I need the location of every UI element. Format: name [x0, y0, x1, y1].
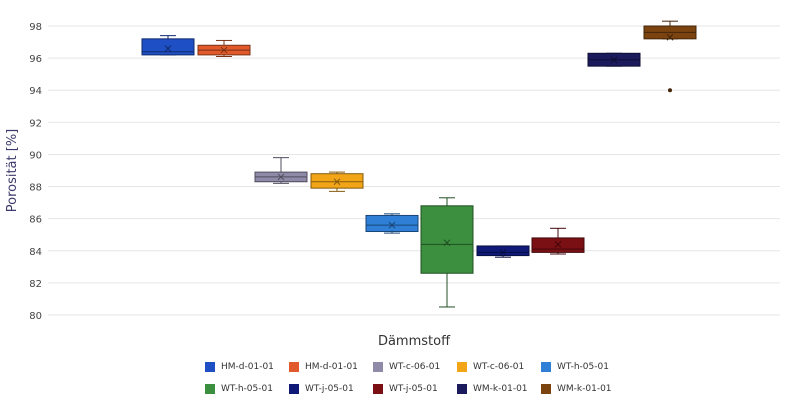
- legend-label: WT-c-06-01: [389, 362, 441, 372]
- box-hm-d-01-01: [197, 39, 251, 58]
- legend-swatch: [457, 384, 467, 394]
- legend-item: HM-d-01-01: [289, 362, 373, 372]
- legend-swatch: [289, 362, 299, 372]
- legend-label: WT-j-05-01: [389, 384, 438, 394]
- outlier-point: [668, 88, 672, 93]
- legend-item: WT-j-05-01: [373, 384, 457, 394]
- legend-swatch: [373, 384, 383, 394]
- legend-label: WT-h-05-01: [221, 384, 273, 394]
- y-tick-label: 82: [29, 279, 42, 290]
- mean-marker: [610, 56, 618, 64]
- mean-marker: [220, 46, 228, 54]
- mean-marker: [443, 239, 451, 247]
- legend-label: WT-h-05-01: [557, 362, 609, 372]
- legend-item: WT-h-05-01: [541, 362, 625, 372]
- legend-item: WT-c-06-01: [373, 362, 457, 372]
- legend-label: WM-k-01-01: [557, 384, 612, 394]
- legend-item: WM-k-01-01: [457, 384, 541, 394]
- mean-marker: [388, 221, 396, 229]
- y-tick-label: 84: [29, 247, 42, 258]
- box-wt-c-06-01: [310, 171, 364, 192]
- box-wt-c-06-01: [254, 157, 308, 184]
- mean-marker: [333, 178, 341, 186]
- box-wm-k-01-01: [643, 20, 697, 93]
- legend-swatch: [457, 362, 467, 372]
- box-wt-h-05-01: [365, 213, 419, 234]
- mean-marker: [277, 173, 285, 181]
- legend-label: WT-j-05-01: [305, 384, 354, 394]
- box-wt-j-05-01: [476, 245, 530, 258]
- box-wt-h-05-01: [420, 197, 474, 308]
- box-iqr: [141, 38, 195, 56]
- mean-marker: [499, 249, 507, 256]
- y-tick-label: 94: [29, 86, 42, 97]
- mean-marker: [666, 33, 674, 41]
- legend-item: HM-d-01-01: [205, 362, 289, 372]
- legend-label: WM-k-01-01: [473, 384, 528, 394]
- box-iqr: [310, 173, 364, 189]
- legend-swatch: [541, 384, 551, 394]
- legend-label: WT-c-06-01: [473, 362, 525, 372]
- y-tick-label: 80: [29, 311, 42, 322]
- box-iqr: [420, 205, 474, 274]
- box-iqr: [476, 245, 530, 257]
- mean-marker: [554, 241, 562, 248]
- y-tick-label: 88: [29, 183, 42, 194]
- x-axis-title: Dämmstoff: [378, 334, 451, 349]
- legend-swatch: [541, 362, 551, 372]
- legend-item: WT-j-05-01: [289, 384, 373, 394]
- chart-legend: HM-d-01-01 HM-d-01-01 WT-c-06-01 WT-c-06-01…: [205, 362, 625, 394]
- y-tick-label: 90: [29, 150, 42, 161]
- y-tick-label: 96: [29, 54, 42, 65]
- y-tick-label: 92: [29, 118, 42, 129]
- legend-item: WT-h-05-01: [205, 384, 289, 394]
- legend-swatch: [289, 384, 299, 394]
- legend-swatch: [205, 384, 215, 394]
- legend-swatch: [373, 362, 383, 372]
- box-iqr: [365, 214, 419, 233]
- y-tick-label: 86: [29, 215, 42, 226]
- legend-label: HM-d-01-01: [221, 362, 274, 372]
- legend-item: WT-c-06-01: [457, 362, 541, 372]
- legend-label: HM-d-01-01: [305, 362, 358, 372]
- y-tick-label: 98: [29, 22, 42, 33]
- box-wt-j-05-01: [531, 227, 585, 255]
- mean-marker: [164, 45, 172, 52]
- box-wm-k-01-01: [587, 52, 641, 67]
- box-iqr: [531, 237, 585, 253]
- legend-swatch: [205, 362, 215, 372]
- box-hm-d-01-01: [141, 35, 195, 56]
- legend-item: WM-k-01-01: [541, 384, 625, 394]
- y-axis-title: Porosität [%]: [5, 129, 20, 213]
